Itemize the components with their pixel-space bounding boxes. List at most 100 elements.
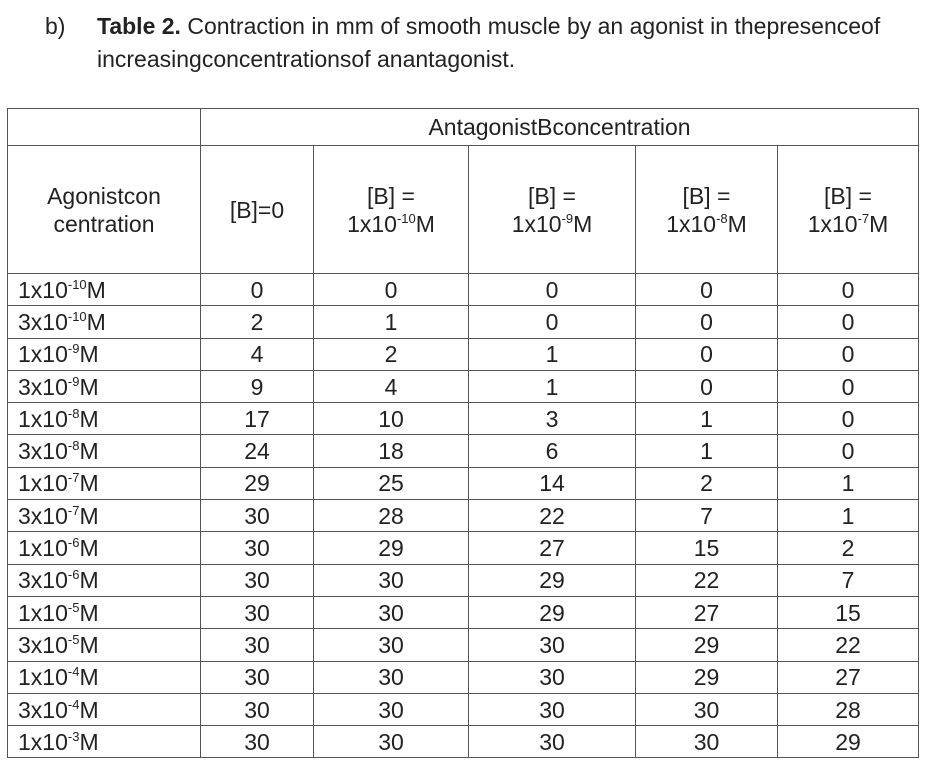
- value-cell: 0: [468, 272, 636, 307]
- conc-exponent: -9: [67, 373, 80, 389]
- value-cell: 29: [313, 531, 469, 565]
- value-cell: 4: [200, 337, 314, 371]
- column-conc: 1x10-7M: [784, 210, 912, 238]
- value-cell: 30: [200, 660, 314, 694]
- data-row: 3x10-7M 30 28 22 7 1: [7, 499, 919, 533]
- conc-exponent: -9: [561, 210, 574, 226]
- conc-unit: M: [79, 341, 99, 368]
- conc-unit: M: [79, 405, 99, 432]
- conc-base: 1x10: [18, 728, 68, 755]
- header-cell: [7, 108, 201, 146]
- value-cell: 30: [468, 628, 636, 662]
- data-row: 1x10-4M 30 30 30 29 27: [7, 660, 919, 694]
- column-header: [B] = 1x10-8M: [635, 145, 778, 274]
- value-cell: 30: [200, 563, 314, 597]
- value-cell: 29: [468, 595, 636, 630]
- conc-unit: M: [79, 470, 99, 497]
- value-cell: 30: [200, 595, 314, 630]
- value-cell: 0: [777, 369, 919, 404]
- conc-unit: M: [79, 631, 99, 658]
- conc-exponent: -5: [67, 599, 80, 615]
- data-row: 3x10-6M 30 30 29 22 7: [7, 563, 919, 597]
- conc-exponent: -4: [67, 664, 80, 680]
- caption-text: Contraction in mm of smooth muscle by an…: [97, 13, 881, 72]
- value-cell: 24: [200, 434, 314, 468]
- value-cell: 0: [777, 402, 919, 436]
- conc-base: 1x10: [18, 599, 68, 626]
- data-row: 3x10-8M 24 18 6 1 0: [7, 434, 919, 468]
- conc-unit: M: [79, 502, 99, 529]
- conc-unit: M: [79, 373, 99, 400]
- agonist-cell: 1x10-4M: [7, 660, 201, 694]
- value-cell: 4: [313, 369, 469, 404]
- value-cell: 2: [635, 466, 778, 501]
- agonist-cell: 1x10-10M: [7, 272, 201, 307]
- value-cell: 30: [313, 692, 469, 727]
- column-header: [B] = 1x10-10M: [313, 145, 469, 274]
- value-cell: 2: [200, 305, 314, 339]
- conc-exponent: -6: [67, 535, 80, 551]
- value-cell: 1: [777, 499, 919, 533]
- agonist-cell: 3x10-5M: [7, 628, 201, 662]
- conc-base: 1x10: [18, 470, 68, 497]
- value-cell: 22: [635, 563, 778, 597]
- value-cell: 2: [313, 337, 469, 371]
- agonist-cell: 1x10-6M: [7, 531, 201, 565]
- value-cell: 30: [313, 628, 469, 662]
- value-cell: 30: [313, 563, 469, 597]
- value-cell: 30: [468, 692, 636, 727]
- data-row: 1x10-6M 30 29 27 15 2: [7, 531, 919, 565]
- value-cell: 22: [777, 628, 919, 662]
- conc-base: 1x10: [18, 405, 68, 432]
- caption-title: Table 2.: [97, 13, 181, 39]
- value-cell: 1: [313, 305, 469, 339]
- conc-exponent: -7: [857, 210, 870, 226]
- value-cell: 30: [200, 725, 314, 759]
- value-cell: 1: [468, 369, 636, 404]
- value-cell: 1: [468, 337, 636, 371]
- conc-exponent: -7: [67, 470, 80, 486]
- conc-base: 1x10: [18, 341, 68, 368]
- conc-exponent: -8: [67, 405, 80, 421]
- value-cell: 7: [635, 499, 778, 533]
- conc-base: 1x10: [18, 664, 68, 691]
- value-cell: 10: [313, 402, 469, 436]
- data-row: 1x10-9M 4 2 1 0 0: [7, 337, 919, 371]
- conc-exponent: -4: [67, 696, 80, 712]
- data-row: 3x10-10M 2 1 0 0 0: [7, 305, 919, 339]
- conc-exponent: -3: [67, 728, 80, 744]
- value-cell: 27: [468, 531, 636, 565]
- data-row: 1x10-10M 0 0 0 0 0: [7, 272, 919, 307]
- conc-base: 1x10: [807, 210, 858, 237]
- value-cell: 25: [313, 466, 469, 501]
- corner-header: Agonistcon centration: [7, 145, 201, 274]
- column-header: [B] = 1x10-7M: [777, 145, 919, 274]
- value-cell: 1: [635, 402, 778, 436]
- conc-base: 1x10: [18, 535, 68, 562]
- conc-exponent: -9: [67, 341, 80, 357]
- agonist-cell: 3x10-8M: [7, 434, 201, 468]
- column-header: [B] = 1x10-9M: [468, 145, 636, 274]
- value-cell: 0: [635, 337, 778, 371]
- data-row: 1x10-5M 30 30 29 27 15: [7, 595, 919, 630]
- conc-unit: M: [79, 438, 99, 465]
- column-prefix: [B] =: [528, 182, 576, 209]
- value-cell: 28: [313, 499, 469, 533]
- corner-line: Agonistcon: [47, 182, 161, 209]
- column-header: [B]=0: [200, 145, 314, 274]
- conc-exponent: -10: [67, 308, 87, 324]
- data-row: 3x10-9M 9 4 1 0 0: [7, 369, 919, 404]
- agonist-cell: 1x10-8M: [7, 402, 201, 436]
- value-cell: 30: [635, 692, 778, 727]
- conc-base: 1x10: [666, 210, 717, 237]
- value-cell: 17: [200, 402, 314, 436]
- corner-line: centration: [53, 210, 155, 237]
- conc-unit: M: [79, 599, 99, 626]
- value-cell: 27: [635, 595, 778, 630]
- value-cell: 1: [777, 466, 919, 501]
- column-prefix: [B] =: [682, 182, 731, 209]
- agonist-cell: 3x10-10M: [7, 305, 201, 339]
- column-conc: 1x10-10M: [320, 210, 462, 238]
- conc-unit: M: [79, 664, 99, 691]
